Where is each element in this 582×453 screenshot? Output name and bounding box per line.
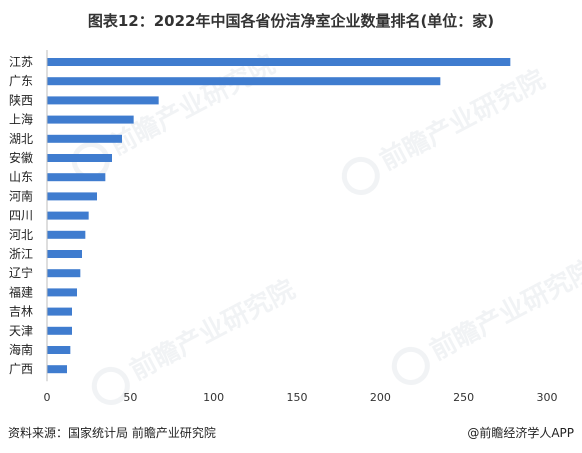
category-label: 湖北 bbox=[9, 131, 33, 146]
bar-2 bbox=[47, 96, 159, 105]
bar-10 bbox=[47, 250, 82, 258]
bar-7 bbox=[47, 192, 97, 201]
x-tick-labels: 0 50 100 150 200 250 300 bbox=[44, 391, 558, 404]
category-label: 福建 bbox=[9, 284, 33, 299]
x-tick-label: 300 bbox=[537, 391, 558, 404]
bar-15 bbox=[47, 346, 71, 354]
x-tick-label: 200 bbox=[370, 391, 391, 404]
bars-group bbox=[47, 58, 511, 374]
bar-5 bbox=[47, 154, 112, 162]
x-tick-label: 50 bbox=[123, 391, 137, 404]
category-label: 海南 bbox=[9, 342, 33, 357]
bar-16 bbox=[47, 365, 67, 374]
category-label: 吉林 bbox=[9, 305, 33, 319]
x-tick-label: 250 bbox=[453, 391, 474, 404]
bar-6 bbox=[47, 173, 106, 182]
category-label: 辽宁 bbox=[9, 265, 33, 280]
x-tick-label: 150 bbox=[287, 391, 308, 404]
x-tick-label: 0 bbox=[44, 391, 51, 404]
bar-9 bbox=[47, 230, 86, 239]
category-label: 上海 bbox=[9, 112, 33, 127]
category-label: 安徽 bbox=[9, 150, 33, 165]
category-label: 天津 bbox=[9, 324, 33, 338]
x-tick-label: 100 bbox=[203, 391, 224, 404]
source-note: 资料来源：国家统计局 前瞻产业研究院 bbox=[8, 426, 216, 440]
bar-11 bbox=[47, 269, 81, 278]
category-label: 江苏 bbox=[9, 55, 33, 69]
bar-14 bbox=[47, 326, 72, 335]
bar-0 bbox=[47, 58, 511, 66]
category-label: 广东 bbox=[9, 74, 33, 88]
bar-3 bbox=[47, 115, 134, 124]
category-label: 四川 bbox=[9, 209, 33, 223]
bar-13 bbox=[47, 307, 72, 316]
category-label: 广西 bbox=[9, 362, 33, 376]
category-label: 河南 bbox=[9, 188, 33, 203]
chart-title: 图表12：2022年中国各省份洁净室企业数量排名(单位：家) bbox=[87, 12, 495, 30]
bar-4 bbox=[47, 134, 122, 143]
bar-1 bbox=[47, 77, 441, 86]
bar-12 bbox=[47, 288, 77, 297]
category-label: 河北 bbox=[9, 228, 33, 242]
category-label: 陕西 bbox=[9, 92, 33, 107]
bar-8 bbox=[47, 211, 89, 220]
brand-label: @前瞻经济学人APP bbox=[467, 426, 574, 440]
category-label: 浙江 bbox=[9, 247, 33, 261]
category-label: 山东 bbox=[9, 170, 33, 184]
